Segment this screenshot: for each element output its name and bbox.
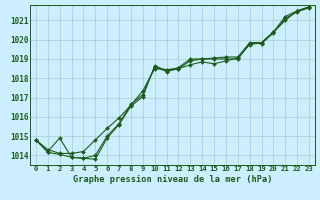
X-axis label: Graphe pression niveau de la mer (hPa): Graphe pression niveau de la mer (hPa) bbox=[73, 175, 272, 184]
